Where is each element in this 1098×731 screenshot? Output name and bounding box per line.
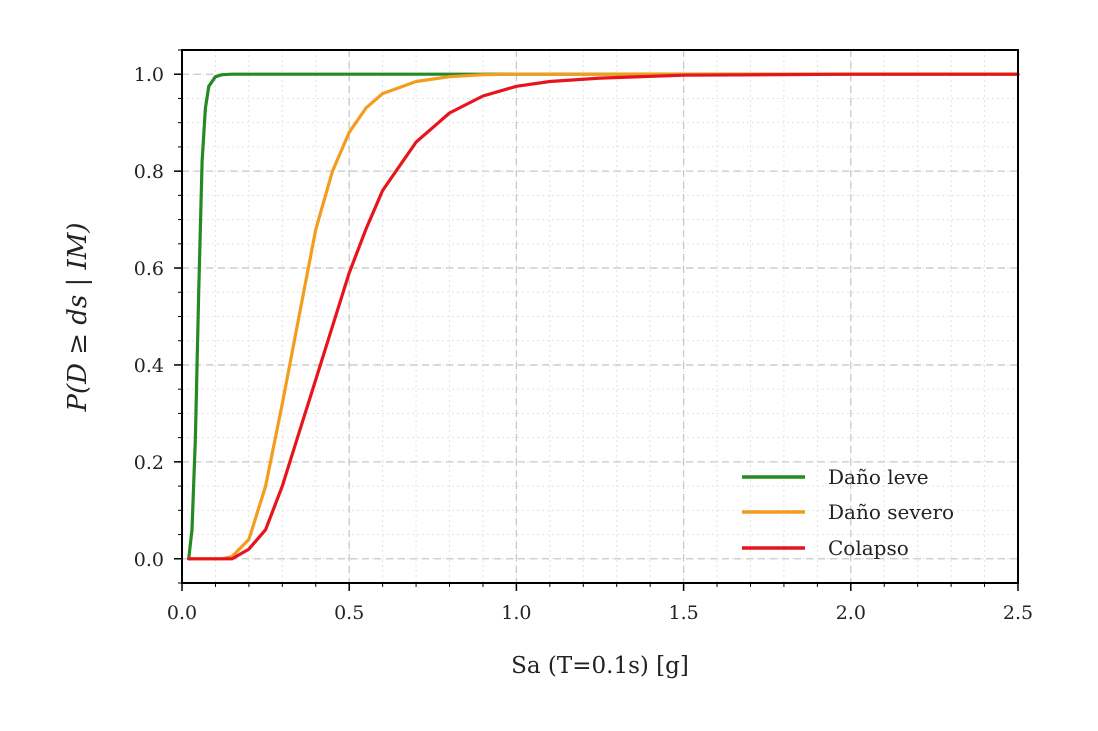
y-tick-label: 1.0 xyxy=(134,64,164,86)
x-tick-label: 0.0 xyxy=(167,602,197,624)
tick-labels: 0.0 0.5 1.0 1.5 2.0 2.5 0.0 0.2 0.4 0.6 0.8 1.0 xyxy=(134,64,1033,624)
legend-label-dano-severo: Daño severo xyxy=(828,500,954,524)
series-lines xyxy=(187,72,1020,561)
y-tick-label: 0.4 xyxy=(134,355,164,377)
series-line-2 xyxy=(187,72,1020,561)
x-tick-label: 0.5 xyxy=(334,602,364,624)
legend-label-colapso: Colapso xyxy=(828,536,909,560)
legend: Daño leve Daño severo Colapso xyxy=(742,465,954,560)
x-tick-label: 2.0 xyxy=(836,602,866,624)
y-tick-label: 0.0 xyxy=(134,549,164,571)
y-tick-label: 0.6 xyxy=(134,258,164,280)
x-tick-label: 2.5 xyxy=(1003,602,1033,624)
legend-label-dano-leve: Daño leve xyxy=(828,465,929,489)
y-tick-label: 0.2 xyxy=(134,452,164,474)
axis-ticks xyxy=(174,49,1019,591)
grid-lines xyxy=(181,50,1019,583)
x-tick-label: 1.0 xyxy=(501,602,531,624)
x-tick-label: 1.5 xyxy=(668,602,698,624)
y-tick-label: 0.8 xyxy=(134,161,164,183)
y-axis-title: P(D ≥ ds | IM) xyxy=(63,222,93,412)
x-axis-title: Sa (T=0.1s) [g] xyxy=(511,653,689,679)
